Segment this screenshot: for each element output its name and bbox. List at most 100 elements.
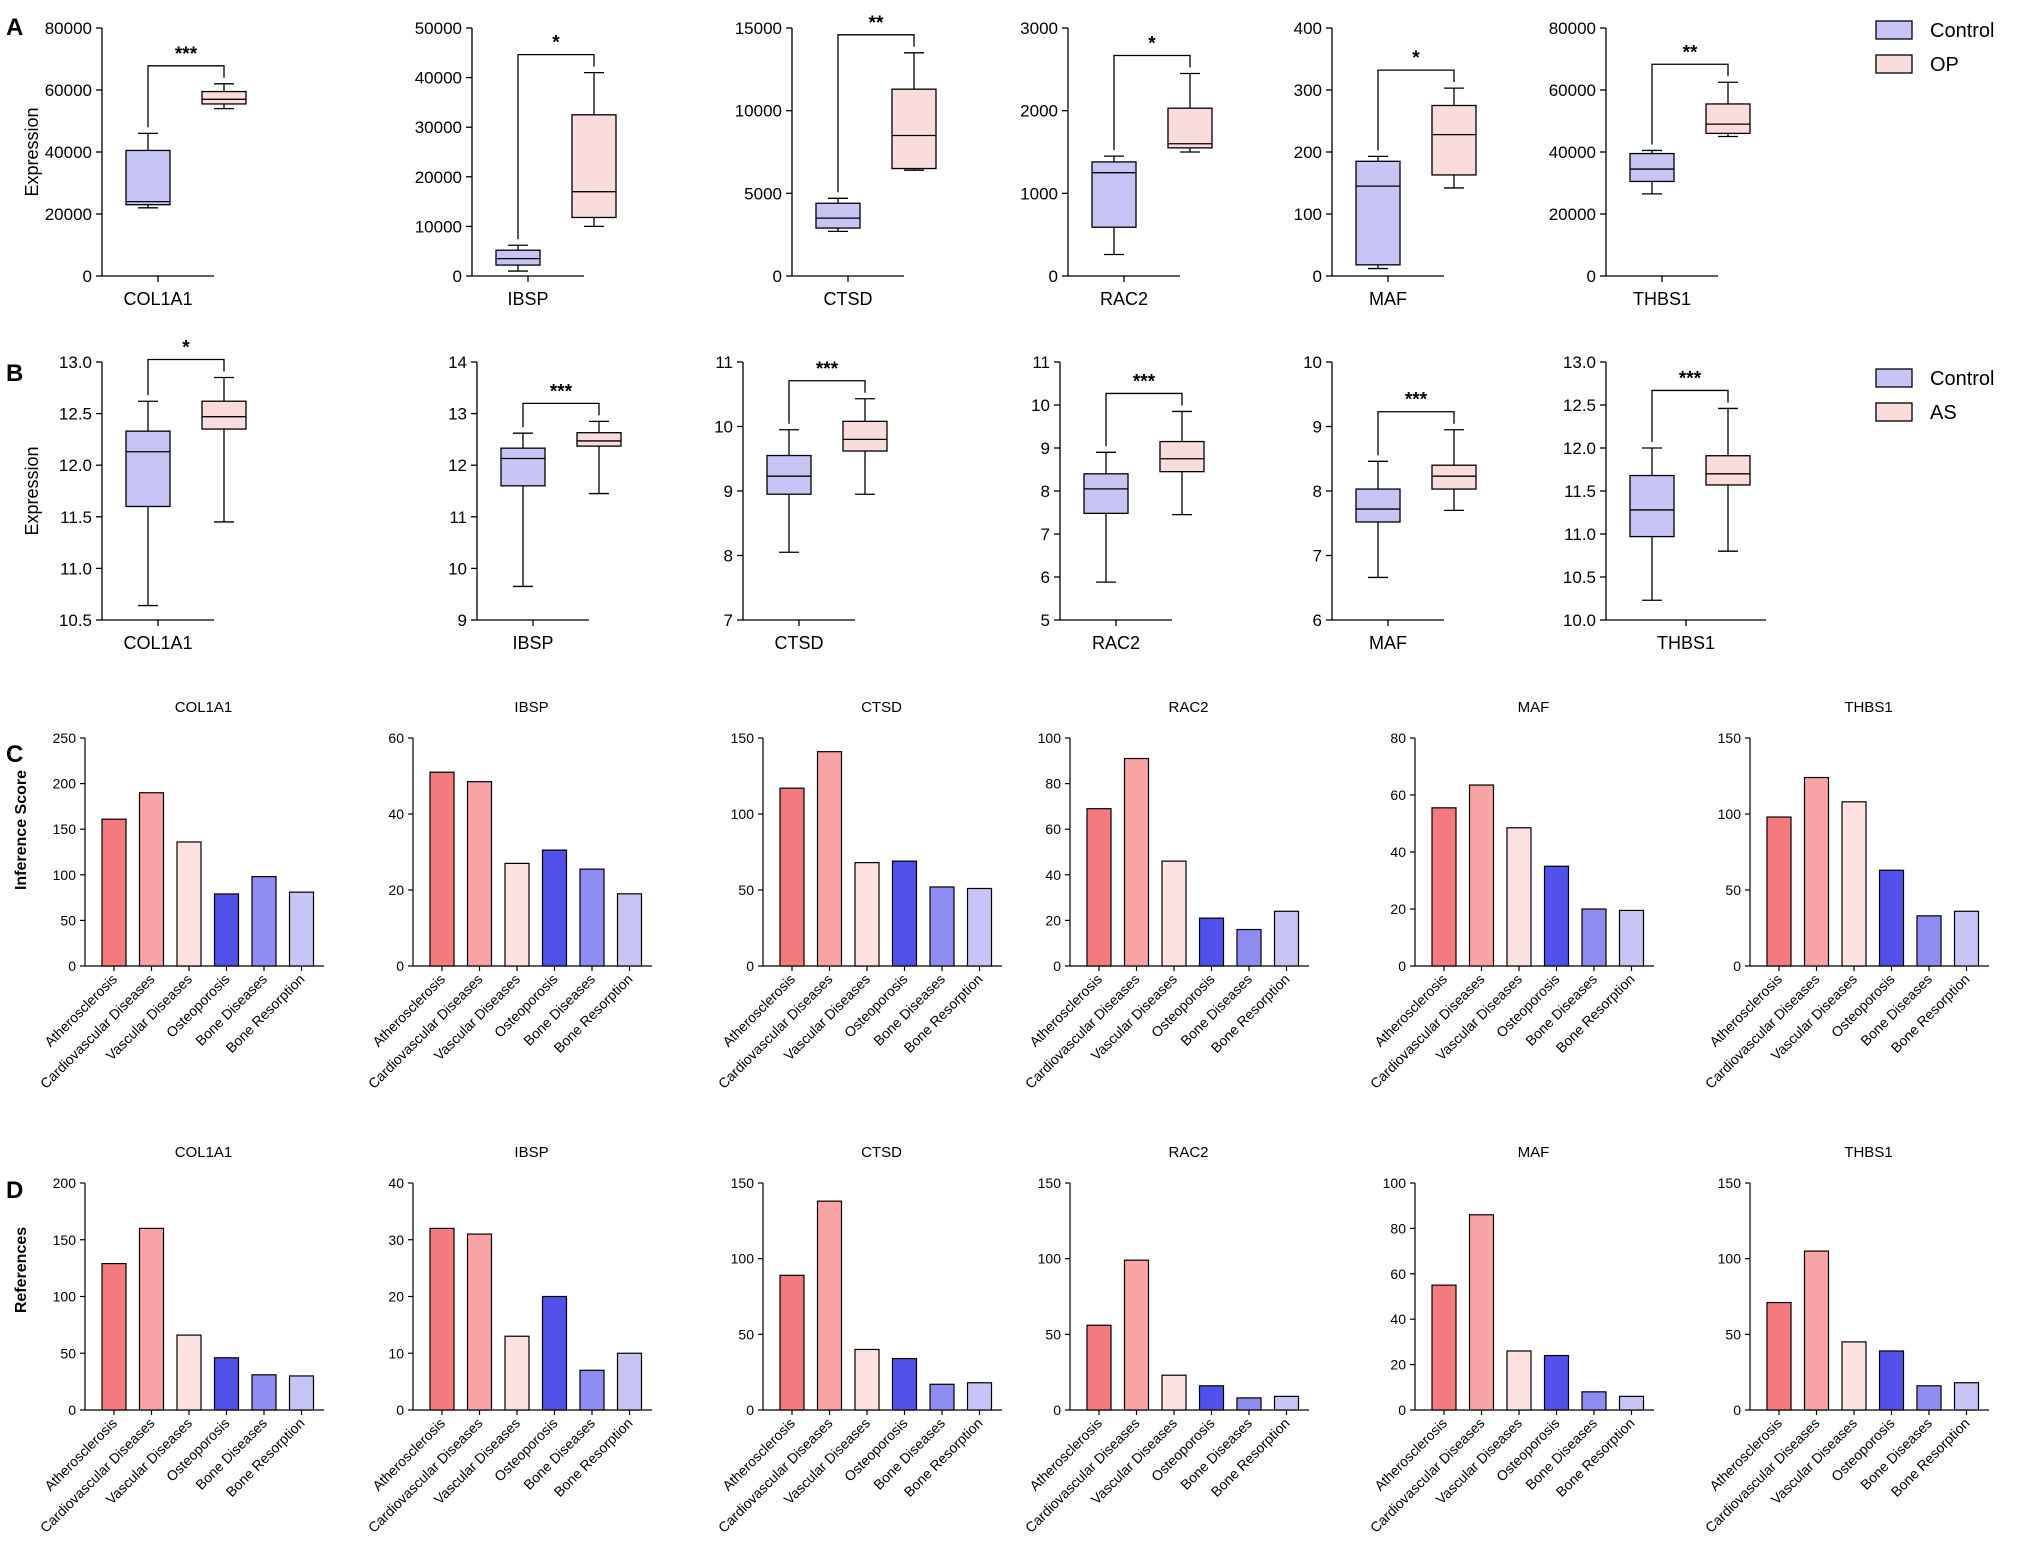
bar-chart-ibsp: IBSP010203040AtherosclerosisCardiovascul…: [365, 1144, 652, 1536]
bar-atherosclerosis: [429, 771, 455, 967]
bar-cardiovascular-diseases: [1123, 757, 1150, 967]
box-chart-ibsp: 0 10000 20000 30000 40000 50000 IBSP *: [415, 19, 617, 309]
box-chart-ctsd: 7 8 9 10 11 CTSD ***: [714, 353, 888, 653]
y-tick-label: 60000: [45, 81, 92, 100]
y-tick-label: 0: [1587, 267, 1596, 286]
y-tick-label: 10: [1031, 396, 1050, 415]
bar-atherosclerosis: [1086, 1324, 1112, 1411]
chart-title: MAF: [1518, 699, 1550, 716]
panel-C: Inference ScoreCOL1A1050100150200250Athe…: [13, 699, 1989, 1092]
bar-osteoporosis: [1878, 869, 1905, 967]
bar-chart-maf: MAF020406080AtherosclerosisCardiovascula…: [1367, 699, 1654, 1092]
bar-osteoporosis: [1543, 1354, 1570, 1411]
box-chart-thbs1: 0 20000 40000 60000 80000 THBS1 **: [1549, 19, 1751, 309]
box-iqr: [500, 447, 546, 487]
y-tick-label: 6: [1313, 611, 1322, 630]
box-control: [125, 400, 171, 607]
bar-osteoporosis: [541, 849, 568, 967]
y-tick-label: 13.0: [59, 353, 92, 372]
y-tick-label: 20: [1390, 1357, 1406, 1373]
y-tick-label: 20: [1390, 901, 1406, 917]
y-tick-label: 14: [448, 353, 467, 372]
y-tick-label: 12: [448, 456, 467, 475]
bar-bone-diseases: [1236, 1397, 1262, 1411]
box-chart-col1a1: 0 20000 40000 60000 80000 COL1A1 ***: [45, 19, 247, 309]
bar-cardiovascular-diseases: [466, 1233, 493, 1411]
box-case: [1431, 429, 1477, 512]
y-tick-label: 11.5: [1564, 482, 1596, 501]
y-tick-label: 80000: [1549, 19, 1596, 38]
bracket-line: [1113, 54, 1191, 151]
y-tick-label: 10: [388, 1345, 404, 1361]
y-tick-label: 20: [388, 882, 404, 898]
chart-title: MAF: [1518, 1144, 1550, 1161]
bar-vascular-diseases: [854, 862, 880, 967]
bar-cardiovascular-diseases: [138, 792, 165, 967]
box-case: [201, 376, 247, 523]
bar-chart-rac2: RAC2020406080100AtherosclerosisCardiovas…: [1022, 699, 1309, 1092]
bracket-line: [147, 65, 225, 128]
y-tick-label: 100: [731, 1251, 755, 1267]
bar-atherosclerosis: [1766, 816, 1792, 967]
y-tick-label: 0: [68, 1402, 76, 1418]
y-tick-label: 40: [388, 1175, 404, 1191]
y-tick-label: 9: [1313, 418, 1322, 437]
y-tick-label: 60: [1390, 1266, 1406, 1282]
bar-bone-diseases: [251, 1374, 277, 1411]
y-tick-label: 150: [53, 1232, 77, 1248]
y-tick-label: 200: [53, 776, 77, 792]
significance-stars: ***: [550, 381, 573, 402]
bar-osteoporosis: [213, 1357, 240, 1411]
y-tick-label: 8: [724, 547, 733, 566]
box-iqr: [815, 202, 861, 229]
significance-bracket: **: [1651, 42, 1729, 145]
y-tick-label: 100: [731, 806, 755, 822]
significance-bracket: ***: [1105, 371, 1183, 447]
bar-cardiovascular-diseases: [1803, 776, 1830, 967]
box-control: [500, 432, 546, 588]
bar-vascular-diseases: [1841, 1341, 1867, 1411]
y-tick-label: 80000: [45, 19, 92, 38]
box-control: [1091, 155, 1137, 256]
bar-osteoporosis: [1878, 1350, 1905, 1411]
box-case: [842, 398, 888, 495]
y-axis-label: Expression: [22, 446, 42, 535]
significance-stars: *: [1412, 48, 1420, 69]
y-tick-label: 60: [1390, 787, 1406, 803]
x-tick-label: COL1A1: [123, 633, 192, 653]
y-tick-label: 11.0: [1564, 525, 1596, 544]
bar-cardiovascular-diseases: [1803, 1250, 1830, 1411]
y-axis-label: References: [13, 1227, 30, 1313]
bar-vascular-diseases: [1161, 860, 1187, 967]
y-tick-label: 50: [60, 912, 76, 928]
box-iqr: [1705, 103, 1751, 135]
y-tick-label: 10000: [735, 102, 782, 121]
y-tick-label: 9: [458, 611, 467, 630]
legend-swatch: [1875, 20, 1913, 40]
chart-title: COL1A1: [175, 699, 233, 716]
y-axis-label: Inference Score: [13, 770, 30, 890]
panel-label-B: B: [6, 360, 23, 387]
y-tick-label: 80: [1390, 1220, 1406, 1236]
box-case: [571, 71, 617, 228]
bracket-line: [517, 53, 595, 240]
x-tick-label: RAC2: [1100, 289, 1148, 309]
x-tick-label: IBSP: [512, 633, 553, 653]
y-tick-label: 0: [396, 1402, 404, 1418]
x-tick-label: COL1A1: [123, 289, 192, 309]
y-tick-label: 10: [714, 418, 733, 437]
y-tick-label: 250: [53, 730, 77, 746]
bar-atherosclerosis: [1086, 808, 1112, 967]
box-iqr: [1431, 464, 1477, 490]
y-tick-label: 7: [724, 611, 733, 630]
y-tick-label: 100: [1718, 806, 1742, 822]
y-tick-label: 5000: [744, 184, 782, 203]
bar-atherosclerosis: [429, 1227, 455, 1411]
y-tick-label: 150: [1718, 730, 1742, 746]
y-axis-label: Expression: [22, 107, 42, 196]
box-control: [495, 244, 541, 272]
bar-bone-resorption: [1618, 1395, 1645, 1411]
y-tick-label: 40: [1390, 1311, 1406, 1327]
bar-cardiovascular-diseases: [466, 781, 493, 967]
significance-stars: *: [552, 33, 560, 54]
